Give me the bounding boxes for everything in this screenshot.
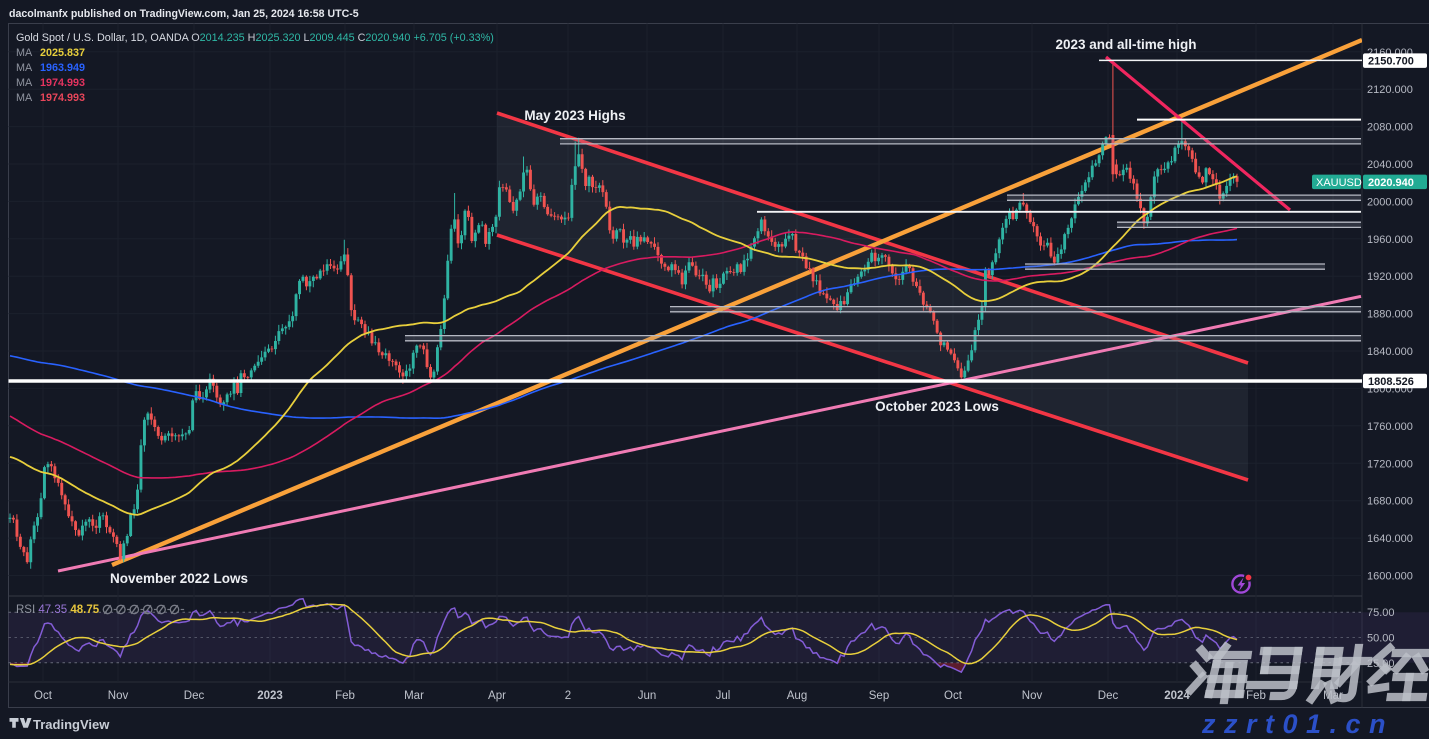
svg-text:Nov: Nov (108, 690, 129, 702)
svg-text:50.00: 50.00 (1367, 633, 1395, 645)
svg-text:Nov: Nov (1022, 690, 1043, 702)
svg-text:1760.000: 1760.000 (1367, 421, 1413, 433)
svg-text:2023: 2023 (257, 690, 283, 702)
svg-text:November 2022 Lows: November 2022 Lows (110, 571, 248, 586)
svg-text:1920.000: 1920.000 (1367, 271, 1413, 283)
svg-text:75.00: 75.00 (1367, 607, 1395, 619)
svg-text:MA 2025.837: MA 2025.837 (16, 47, 85, 59)
svg-text:2040.000: 2040.000 (1367, 159, 1413, 171)
svg-text:May 2023 Highs: May 2023 Highs (524, 108, 625, 123)
svg-text:Dec: Dec (184, 690, 205, 702)
svg-text:2080.000: 2080.000 (1367, 122, 1413, 134)
svg-text:MA 1974.993: MA 1974.993 (16, 92, 85, 104)
svg-text:2023 and all-time high: 2023 and all-time high (1055, 37, 1196, 52)
svg-text:1640.000: 1640.000 (1367, 533, 1413, 545)
svg-text:TradingView: TradingView (33, 717, 110, 732)
svg-text:Apr: Apr (488, 690, 506, 702)
svg-text:Feb: Feb (1246, 690, 1266, 702)
svg-text:Gold Spot / U.S. Dollar, 1D, O: Gold Spot / U.S. Dollar, 1D, OANDA O2014… (16, 32, 494, 44)
svg-text:RSI 47.35 48.75: RSI 47.35 48.75 (16, 604, 100, 616)
svg-text:Mar: Mar (404, 690, 424, 702)
svg-text:1808.526: 1808.526 (1368, 376, 1414, 388)
svg-text:2: 2 (565, 690, 571, 702)
svg-text:1720.000: 1720.000 (1367, 458, 1413, 470)
svg-text:1960.000: 1960.000 (1367, 234, 1413, 246)
svg-text:1680.000: 1680.000 (1367, 496, 1413, 508)
svg-text:2020.940: 2020.940 (1368, 177, 1414, 189)
svg-text:2000.000: 2000.000 (1367, 196, 1413, 208)
svg-text:XAUUSD: XAUUSD (1316, 177, 1362, 189)
svg-text:2150.700: 2150.700 (1368, 56, 1414, 68)
svg-text:Sep: Sep (869, 690, 889, 702)
svg-text:Oct: Oct (34, 690, 53, 702)
svg-text:Feb: Feb (335, 690, 355, 702)
svg-text:1880.000: 1880.000 (1367, 309, 1413, 321)
svg-text:Aug: Aug (787, 690, 807, 702)
svg-text:2120.000: 2120.000 (1367, 84, 1413, 96)
svg-text:Dec: Dec (1098, 690, 1119, 702)
svg-text:MA 1963.949: MA 1963.949 (16, 62, 85, 74)
svg-text:zzrt01.cn: zzrt01.cn (1201, 709, 1394, 739)
svg-text:1600.000: 1600.000 (1367, 571, 1413, 583)
svg-text:2024: 2024 (1164, 690, 1190, 702)
svg-text:Jul: Jul (716, 690, 731, 702)
svg-text:Oct: Oct (944, 690, 963, 702)
svg-text:October 2023 Lows: October 2023 Lows (875, 399, 999, 414)
svg-text:1840.000: 1840.000 (1367, 346, 1413, 358)
svg-text:MA 1974.993: MA 1974.993 (16, 77, 85, 89)
svg-text:Jun: Jun (638, 690, 657, 702)
svg-text:dacolmanfx published on Tradin: dacolmanfx published on TradingView.com,… (9, 8, 359, 20)
